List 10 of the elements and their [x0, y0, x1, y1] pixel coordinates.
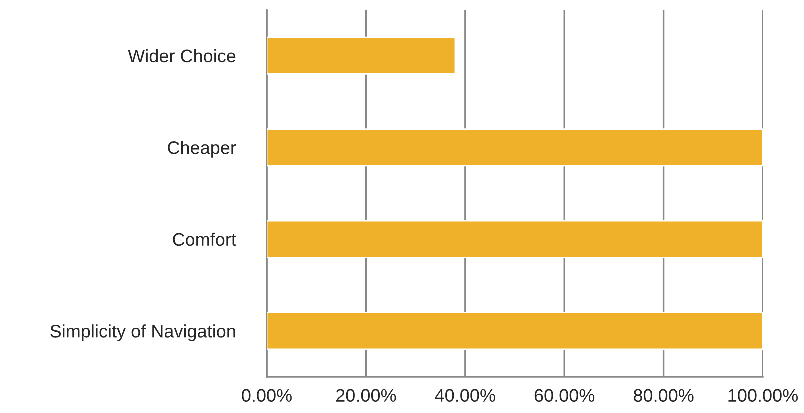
x-tick-label: 40.00%	[435, 389, 496, 402]
y-tick-label: Wider Choice	[128, 49, 236, 63]
x-tick-label: 80.00%	[634, 389, 694, 402]
x-tick-label: 20.00%	[336, 389, 396, 402]
x-tick-label: 100.00%	[728, 389, 798, 402]
y-tick-label: Cheaper	[168, 141, 236, 158]
x-tick-label: 0.00%	[242, 389, 292, 402]
y-tick-label: Simplicity of Navigation	[50, 324, 236, 342]
y-tick-label: Comfort	[173, 232, 236, 246]
x-tick-label: 60.00%	[534, 389, 595, 402]
